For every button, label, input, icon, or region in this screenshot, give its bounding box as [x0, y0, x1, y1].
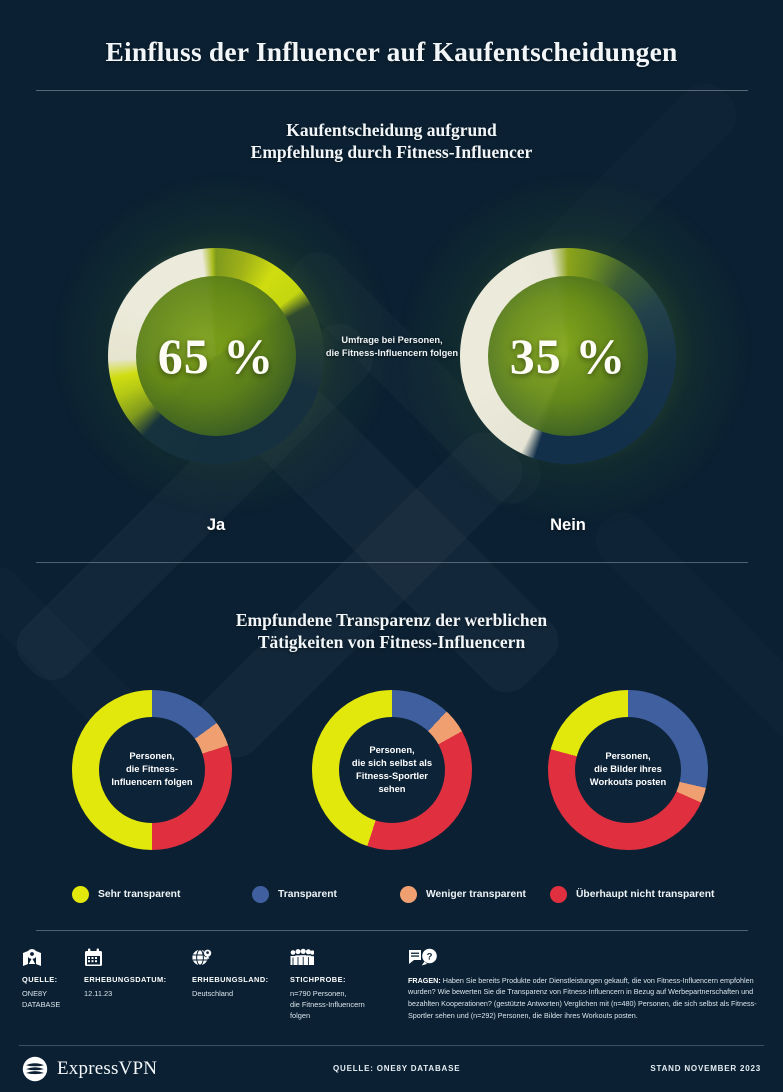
- donut-chart-ja: 65 % Ja: [108, 247, 324, 534]
- legend-swatch-icon: [400, 885, 417, 903]
- section2-heading: Empfundene Transparenz der werblichen Tä…: [0, 609, 783, 654]
- donut-chart-followers: Personen, die Fitness- Influencern folge…: [72, 689, 232, 850]
- survey-note: Umfrage bei Personen, die Fitness-Influe…: [300, 334, 484, 360]
- donut-caption-posters: Personen, die Bilder ihres Workouts post…: [589, 750, 667, 788]
- legend-label: Sehr transparent: [98, 888, 181, 900]
- footer-source: QUELLE: ONE8Y DATABASE: [333, 1064, 461, 1074]
- svg-text:?: ?: [427, 951, 433, 962]
- section2-heading-line2: Tätigkeiten von Fitness-Influencern: [257, 632, 526, 653]
- source-pin-icon: [22, 947, 80, 967]
- brand-logo[interactable]: ExpressVPN: [22, 1056, 157, 1082]
- section2-heading-line1: Empfundene Transparenz der werblichen: [235, 609, 548, 630]
- donut-chart-nein: 35 % Nein: [460, 247, 676, 534]
- meta-key: ERHEBUNGSDATUM:: [84, 974, 167, 984]
- meta-value: n=790 Personen, die Fitness-Influencern …: [290, 988, 365, 1020]
- legend-label: Transparent: [278, 888, 337, 900]
- meta-date: ERHEBUNGSDATUM: 12.11.23: [84, 947, 184, 999]
- questions-body: Haben Sie bereits Produkte oder Dienstle…: [408, 975, 757, 1020]
- meta-sample: STICHPROBE: n=790 Personen, die Fitness-…: [290, 947, 398, 1021]
- donut-chart-posters: Personen, die Bilder ihres Workouts post…: [548, 689, 708, 850]
- people-group-icon: [290, 947, 398, 967]
- divider-footer: [35, 929, 748, 931]
- legend-item-ueberhaupt-nicht-transparent: Überhaupt nicht transparent: [550, 885, 715, 903]
- meta-country: ERHEBUNGSLAND: Deutschland: [192, 947, 284, 999]
- meta-key: QUELLE:: [22, 974, 58, 984]
- survey-note-line2: die Fitness-Influencern folgen: [325, 347, 459, 358]
- donut-value-nein: 35 %: [509, 327, 627, 384]
- globe-pin-icon: [192, 947, 284, 967]
- donut-hole-followers: [99, 716, 205, 823]
- legend-swatch-icon: [252, 885, 269, 903]
- meta-key: ERHEBUNGSLAND:: [192, 974, 269, 984]
- donut-hole-athletes: [339, 716, 445, 823]
- bottom-bar: ExpressVPN QUELLE: ONE8Y DATABASE STAND …: [0, 1046, 783, 1092]
- footer-date: STAND NOVEMBER 2023: [650, 1064, 761, 1074]
- speech-question-icon: ?: [408, 947, 760, 967]
- legend-label: Überhaupt nicht transparent: [576, 888, 715, 900]
- donut-caption-nein: Nein: [550, 515, 586, 534]
- meta-value: 12.11.23: [84, 988, 113, 998]
- donut-hole-posters: [575, 716, 681, 823]
- page-title: Einfluss der Influencer auf Kaufentschei…: [105, 36, 678, 67]
- legend-swatch-icon: [550, 885, 567, 903]
- meta-source: QUELLE: ONE8Y DATABASE: [22, 947, 80, 1010]
- section1-heading: Kaufentscheidung aufgrund Empfehlung dur…: [0, 119, 783, 164]
- meta-questions: ? FRAGEN: Haben Sie bereits Produkte ode…: [408, 947, 760, 1022]
- meta-value: Deutschland: [192, 988, 234, 998]
- questions-text: FRAGEN: Haben Sie bereits Produkte oder …: [408, 975, 760, 1022]
- big-donut-row: 65 % Ja Umfrage bei Personen, die Fitnes…: [0, 206, 783, 536]
- legend-swatch-icon: [72, 885, 89, 903]
- meta-key: STICHPROBE:: [290, 974, 346, 984]
- legend-item-weniger-transparent: Weniger transparent: [400, 885, 526, 903]
- donut-caption-followers: Personen, die Fitness- Influencern folge…: [111, 750, 193, 788]
- donut-caption-ja: Ja: [206, 515, 226, 534]
- legend-item-sehr-transparent: Sehr transparent: [72, 885, 181, 903]
- donut-value-ja: 65 %: [157, 327, 275, 384]
- calendar-icon: [84, 947, 184, 967]
- divider-middle: [35, 561, 748, 563]
- meta-value: ONE8Y DATABASE: [22, 988, 61, 1009]
- metadata-row: QUELLE: ONE8Y DATABASE ERHEBUNGSDATUM: 1…: [0, 947, 783, 1039]
- section1-heading-line2: Empfehlung durch Fitness-Influencer: [250, 142, 533, 163]
- legend-item-transparent: Transparent: [252, 885, 337, 903]
- expressvpn-logo-icon: [22, 1056, 48, 1081]
- section1-heading-line1: Kaufentscheidung aufgrund: [286, 120, 497, 140]
- brand-name: ExpressVPN: [57, 1057, 158, 1079]
- legend-label: Weniger transparent: [426, 888, 526, 900]
- survey-note-line1: Umfrage bei Personen,: [341, 334, 443, 345]
- small-donut-row: Personen, die Fitness- Influencern folge…: [0, 689, 783, 868]
- donut-chart-athletes: Personen, die sich selbst als Fitness-Sp…: [312, 689, 472, 850]
- legend: Sehr transparent Transparent Weniger tra…: [0, 885, 783, 916]
- donut-caption-athletes: Personen, die sich selbst als Fitness-Sp…: [351, 743, 433, 794]
- divider-top: [35, 90, 748, 91]
- questions-key: FRAGEN:: [408, 975, 441, 985]
